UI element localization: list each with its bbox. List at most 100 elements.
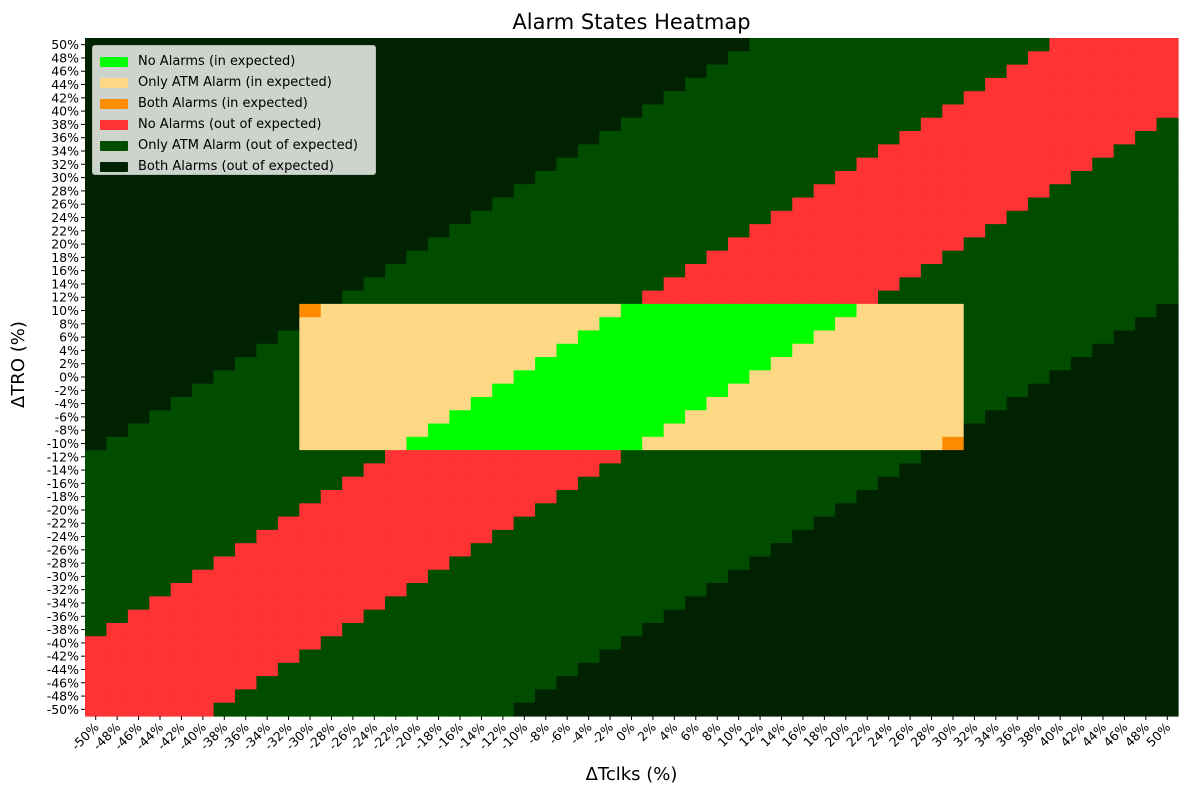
heatmap-cell bbox=[1027, 264, 1051, 278]
heatmap-cell bbox=[299, 357, 322, 371]
heatmap-cell bbox=[1135, 197, 1158, 212]
heatmap-cell bbox=[106, 330, 129, 345]
heatmap-cell bbox=[856, 264, 879, 278]
heatmap-cell bbox=[620, 609, 643, 624]
heatmap-cell bbox=[320, 237, 343, 252]
heatmap-cell bbox=[1070, 277, 1093, 292]
heatmap-cell bbox=[963, 689, 986, 704]
heatmap-cell bbox=[406, 290, 429, 305]
heatmap-cell bbox=[813, 556, 836, 571]
y-tick-label: -14% bbox=[47, 463, 79, 478]
heatmap-cell bbox=[1156, 250, 1179, 265]
heatmap-cell bbox=[877, 290, 900, 305]
heatmap-cell bbox=[685, 317, 708, 332]
heatmap-cell bbox=[513, 224, 536, 239]
heatmap-cell bbox=[685, 569, 708, 584]
heatmap-cell bbox=[856, 117, 879, 132]
heatmap-cell bbox=[1006, 224, 1029, 239]
heatmap-cell bbox=[106, 676, 129, 691]
heatmap-cell bbox=[1092, 596, 1115, 611]
heatmap-cell bbox=[663, 689, 686, 704]
heatmap-cell bbox=[406, 383, 429, 398]
heatmap-cell bbox=[470, 569, 493, 584]
heatmap-cell bbox=[127, 463, 150, 478]
heatmap-cell bbox=[599, 117, 622, 132]
heatmap-cell bbox=[299, 662, 322, 677]
heatmap-cell bbox=[877, 423, 900, 438]
heatmap-cell bbox=[877, 117, 900, 132]
heatmap-cell bbox=[535, 490, 558, 504]
heatmap-cell bbox=[127, 636, 150, 651]
heatmap-cell bbox=[427, 543, 450, 558]
heatmap-cell bbox=[470, 450, 493, 465]
heatmap-cell bbox=[449, 596, 472, 611]
heatmap-cell bbox=[835, 277, 858, 292]
heatmap-cell bbox=[106, 662, 129, 677]
heatmap-cell bbox=[385, 450, 408, 465]
heatmap-cell bbox=[620, 170, 643, 185]
heatmap-cell bbox=[513, 330, 536, 345]
heatmap-cell bbox=[706, 343, 729, 358]
heatmap-cell bbox=[320, 330, 343, 345]
heatmap-cell bbox=[192, 343, 215, 358]
heatmap-cell bbox=[1156, 370, 1179, 385]
heatmap-cell bbox=[963, 290, 986, 305]
heatmap-cell bbox=[856, 303, 879, 318]
heatmap-cell bbox=[513, 38, 536, 52]
heatmap-cell bbox=[1049, 91, 1072, 106]
heatmap-cell bbox=[385, 290, 408, 305]
heatmap-cell bbox=[620, 290, 643, 305]
heatmap-cell bbox=[320, 543, 343, 558]
heatmap-cell bbox=[170, 317, 193, 332]
y-tick-label: -42% bbox=[47, 649, 79, 664]
heatmap-cell bbox=[706, 529, 729, 544]
heatmap-cell bbox=[170, 357, 193, 371]
heatmap-cell bbox=[792, 317, 815, 332]
heatmap-cell bbox=[1006, 410, 1029, 425]
heatmap-cell bbox=[749, 277, 772, 292]
heatmap-cell bbox=[813, 622, 836, 637]
heatmap-cell bbox=[663, 317, 686, 332]
heatmap-cell bbox=[1027, 596, 1051, 611]
heatmap-cell bbox=[620, 357, 643, 371]
heatmap-cell bbox=[320, 184, 343, 199]
heatmap-cell bbox=[363, 476, 386, 491]
heatmap-cell bbox=[470, 702, 493, 717]
heatmap-cell bbox=[685, 131, 708, 145]
heatmap-cell bbox=[235, 330, 258, 345]
heatmap-cell bbox=[899, 662, 922, 677]
heatmap-cell bbox=[920, 330, 943, 345]
heatmap-cell bbox=[470, 131, 493, 145]
y-tick-label: -30% bbox=[47, 569, 79, 584]
heatmap-cell bbox=[749, 330, 772, 345]
heatmap-cell bbox=[663, 104, 686, 119]
heatmap-cell bbox=[770, 476, 793, 491]
heatmap-cell bbox=[556, 144, 579, 159]
heatmap-cell bbox=[149, 410, 172, 425]
y-tick-label: 44% bbox=[51, 77, 79, 92]
heatmap-cell bbox=[406, 543, 429, 558]
legend-label: No Alarms (in expected) bbox=[138, 54, 296, 69]
heatmap-cell bbox=[1113, 38, 1136, 52]
heatmap-cell bbox=[213, 702, 236, 717]
heatmap-cell bbox=[899, 609, 922, 624]
heatmap-cell bbox=[556, 77, 579, 92]
heatmap-cell bbox=[963, 104, 986, 119]
heatmap-cell bbox=[813, 569, 836, 584]
heatmap-cell bbox=[1113, 64, 1136, 79]
heatmap-cell bbox=[1135, 529, 1158, 544]
heatmap-cell bbox=[1070, 91, 1093, 106]
heatmap-cell bbox=[663, 277, 686, 292]
heatmap-cell bbox=[749, 476, 772, 491]
heatmap-cell bbox=[899, 556, 922, 571]
heatmap-cell bbox=[299, 343, 322, 358]
heatmap-cell bbox=[170, 383, 193, 398]
heatmap-cell bbox=[299, 569, 322, 584]
heatmap-cell bbox=[256, 290, 279, 305]
heatmap-cell bbox=[427, 702, 450, 717]
heatmap-cell bbox=[642, 622, 665, 637]
heatmap-cell bbox=[406, 556, 429, 571]
heatmap-cell bbox=[1156, 343, 1179, 358]
heatmap-cell bbox=[1070, 330, 1093, 345]
heatmap-cell bbox=[256, 264, 279, 278]
